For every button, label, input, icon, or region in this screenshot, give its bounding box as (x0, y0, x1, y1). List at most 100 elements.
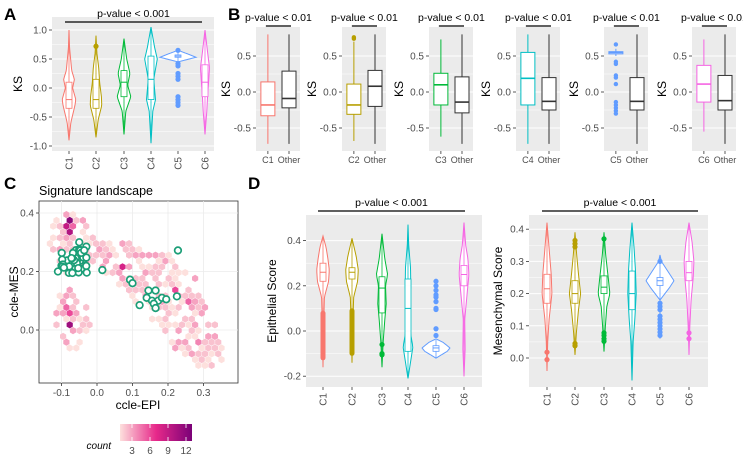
hexbin-cell (198, 309, 205, 317)
x-tick-label: C1 (262, 155, 274, 165)
box (346, 83, 362, 115)
hexbin-cell (152, 251, 159, 259)
hexbin-cell (165, 251, 172, 259)
hexbin-cell (46, 240, 53, 248)
hexbin-cell (175, 338, 182, 346)
box (628, 270, 636, 311)
hexbin-cell (192, 321, 199, 329)
signature-point (53, 267, 63, 276)
hexbin-cell (50, 234, 57, 242)
hexbin-cell (63, 303, 70, 311)
box (201, 64, 209, 98)
box (367, 69, 383, 107)
y-tick-label: -0.5 (234, 124, 252, 135)
hexbin-cell (155, 257, 162, 265)
hexbin-cell (215, 350, 222, 358)
panel-a: 1.0 0.5 0.0 -0.5 -1.0 KS C1 C2 C3 C4 C5 C6 p-value <… (11, 8, 214, 170)
violin-c3 (597, 232, 611, 352)
panel-label-d: D (248, 174, 260, 193)
y-tick-label: 0.5 (410, 52, 424, 63)
hexbin-cell (145, 251, 152, 259)
box-other (281, 34, 297, 144)
x-tick-label: C3 (435, 155, 447, 165)
hexbin-cell (116, 269, 123, 277)
hexbin-cell (205, 332, 212, 340)
hexbin-cell (139, 274, 146, 282)
box-c2 (346, 35, 362, 141)
hexbin-cell (198, 356, 205, 364)
outlier-point (657, 258, 663, 264)
x-tick-label: C6 (685, 393, 696, 406)
legend-title: count (87, 441, 113, 452)
hexbin-cell (185, 332, 192, 340)
y-axis-label: Mesenchymal Score (491, 246, 505, 355)
hexbin-cell (192, 332, 199, 340)
hexbin-cell (178, 321, 185, 329)
violin-c1 (316, 234, 330, 368)
hexbin-cell (73, 298, 80, 306)
x-tick-label: C2 (348, 393, 359, 406)
hexbin-cell (69, 327, 77, 335)
box (378, 276, 386, 314)
hexbin-cell (145, 263, 152, 271)
hexbin-cell (218, 356, 225, 364)
hexbin-cell (155, 269, 162, 277)
outlier-point (657, 307, 663, 313)
violin-c4 (402, 224, 414, 379)
hexbin-cell (69, 292, 77, 300)
hexbin-cell (172, 274, 179, 282)
hexbin-cell (66, 240, 73, 248)
hexbin-cell (66, 309, 73, 317)
hexbin-cell (56, 234, 63, 242)
y-axis-label: KS (11, 76, 25, 92)
y-tick-label: 1.0 (33, 26, 47, 37)
x-tick-label: C4 (147, 157, 158, 170)
x-axis-label: ccle-EPI (116, 398, 161, 412)
boxplot-c6-vs-other: 0.5 0.0 -0.5 KS C6 Other p-value < 0.01 (655, 12, 743, 165)
y-tick-label: 0.0 (323, 88, 337, 99)
outlier-point (657, 332, 663, 339)
x-tick-label: C5 (656, 393, 667, 406)
hexbin-cell (76, 338, 83, 346)
y-tick-label: 0.3 (510, 257, 524, 268)
x-tick-label: C1 (543, 393, 554, 406)
hexbin-cell (172, 309, 179, 317)
hexbin-cell (89, 257, 96, 265)
x-tick-label: C6 (201, 157, 212, 170)
violin-c2 (568, 232, 582, 355)
box-c1 (260, 34, 276, 144)
panel-label-b: B (228, 5, 240, 24)
outlier-point (613, 81, 619, 87)
chart-title: Signature landscape (39, 184, 153, 198)
signature-point (82, 261, 91, 271)
hexbin-cell (139, 286, 146, 294)
outlier-point (601, 236, 607, 242)
hexbin-cell (211, 344, 218, 352)
hexbin-cell (195, 327, 202, 335)
hexbin-cell (182, 315, 189, 323)
hexbin-cell (132, 286, 139, 294)
hexbin-cell (93, 251, 100, 259)
signature-points (53, 238, 183, 313)
boxplot-c4-vs-other: 0.5 0.0 -0.5 KS C4 Other p-value < 0.01 (479, 12, 572, 165)
p-value-annotation: p-value < 0.01 (331, 12, 398, 24)
box (629, 77, 645, 111)
hexbin-cell (63, 292, 70, 300)
x-tick-label: C4 (404, 393, 415, 406)
hexbin-cell (208, 361, 215, 369)
hexbin-cell (119, 263, 126, 271)
box-other (454, 34, 470, 144)
hexbin-cell (86, 321, 93, 329)
y-tick-label: -0.2 (284, 372, 302, 383)
hexbin-cell (56, 303, 63, 311)
hexbin-cell (211, 332, 218, 340)
outlier-point (433, 306, 439, 313)
x-tick-label: C4 (628, 393, 639, 406)
box (541, 77, 557, 111)
signature-point (151, 303, 160, 313)
hexbin-cell (63, 338, 70, 346)
box (281, 70, 297, 109)
outlier-point (433, 299, 439, 305)
hexbin-cell (53, 216, 60, 224)
hexbin-cell (106, 240, 113, 248)
